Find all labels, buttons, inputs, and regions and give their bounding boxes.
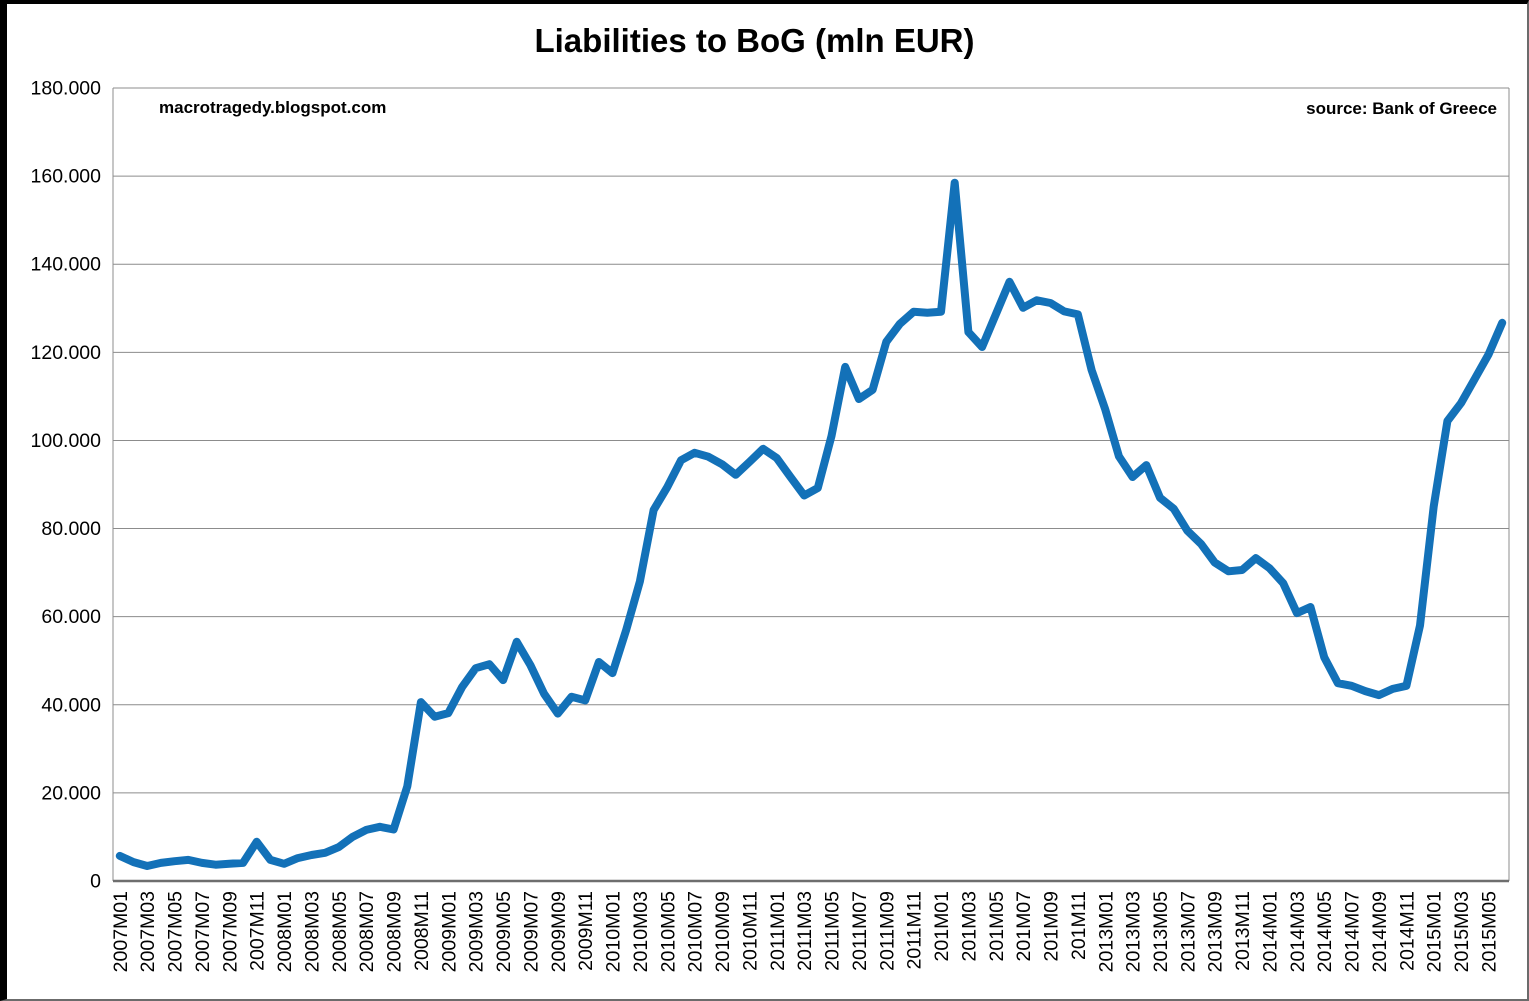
gridlines: [112, 87, 1510, 883]
x-tick-label: 2010M03: [630, 891, 652, 972]
x-tick-label: 2013M01: [1095, 891, 1117, 972]
source-note: source: Bank of Greece: [1306, 99, 1497, 118]
x-tick-label: 2007M05: [165, 891, 187, 972]
chart-title: Liabilities to BoG (mln EUR): [534, 22, 975, 59]
x-tick-label: 201M03: [958, 891, 980, 961]
x-tick-label: 2010M01: [603, 891, 625, 972]
x-tick-label: 2014M01: [1259, 891, 1281, 972]
x-tick-label: 2013M09: [1205, 891, 1227, 972]
x-tick-label: 201M05: [986, 891, 1008, 962]
data-line-liabilities: [115, 178, 1507, 870]
x-tick-label: 2007M11: [247, 891, 269, 971]
x-tick-label: 2011M07: [849, 891, 871, 971]
y-tick-label: 180.000: [31, 78, 102, 100]
x-tick-label: 2009M01: [438, 891, 460, 972]
x-tick-label: 2009M03: [466, 891, 488, 972]
x-tick-label: 201M09: [1041, 891, 1063, 961]
y-tick-label: 0: [90, 871, 101, 893]
y-tick-label: 60.000: [41, 606, 101, 628]
x-tick-label: 2013M05: [1150, 891, 1172, 972]
x-tick-label: 2008M01: [274, 891, 296, 972]
y-tick-label: 120.000: [31, 342, 102, 364]
x-tick-label: 2007M07: [192, 891, 214, 972]
y-tick-label: 100.000: [31, 430, 102, 452]
watermark-text: macrotragedy.blogspot.com: [159, 98, 387, 117]
x-tick-label: 2015M03: [1451, 891, 1473, 972]
x-tick-label: 2010M05: [657, 891, 679, 972]
x-tick-label: 2011M09: [876, 891, 898, 971]
x-tick-label: 2007M03: [137, 891, 159, 972]
x-tick-label: 2014M11: [1396, 891, 1418, 971]
x-tick-label: 2013M07: [1177, 891, 1199, 972]
x-tick-label: 2009M05: [493, 891, 515, 972]
x-tick-label: 2007M09: [219, 891, 241, 972]
y-tick-label: 160.000: [31, 166, 102, 188]
x-tick-label: 2008M07: [356, 891, 378, 972]
x-tick-label: 2013M03: [1123, 891, 1145, 972]
y-tick-label: 80.000: [41, 518, 101, 540]
x-tick-label: 2015M05: [1478, 891, 1500, 972]
y-tick-label: 140.000: [31, 254, 102, 276]
x-tick-label: 2008M11: [411, 891, 433, 971]
x-tick-label: 2010M09: [712, 891, 734, 972]
x-tick-label: 2014M09: [1369, 891, 1391, 972]
x-tick-label: 2011M11: [904, 891, 926, 969]
x-tick-label: 2007M01: [110, 891, 132, 972]
x-tick-label: 2009M09: [548, 891, 570, 972]
x-tick-label: 2013M11: [1232, 891, 1254, 971]
x-tick-label: 2009M11: [575, 891, 597, 971]
x-tick-label: 201M07: [1013, 891, 1035, 961]
y-axis-labels: 0 20.000 40.000 60.000 80.000 100.000 120.000 1…: [31, 78, 102, 893]
x-tick-label: 2011M05: [822, 891, 844, 971]
x-tick-label: 201M11: [1068, 891, 1090, 960]
x-tick-label: 2011M01: [767, 891, 789, 971]
x-tick-label: 201M01: [931, 891, 953, 961]
x-tick-label: 2014M05: [1314, 891, 1336, 972]
x-tick-label: 2009M07: [520, 891, 542, 972]
x-tick-label: 2011M03: [794, 891, 816, 971]
x-tick-label: 2015M01: [1424, 891, 1446, 972]
x-tick-label: 2014M07: [1342, 891, 1364, 972]
x-tick-label: 2008M09: [384, 891, 406, 972]
x-axis-labels: 2007M01 2007M03 2007M05 2007M07 2007M09 2007M…: [110, 891, 1501, 972]
y-tick-label: 40.000: [41, 694, 101, 716]
x-tick-label: 2014M03: [1287, 891, 1309, 972]
x-tick-label: 2008M03: [301, 891, 323, 972]
y-tick-label: 20.000: [41, 782, 101, 804]
x-tick-label: 2010M07: [685, 891, 707, 972]
x-tick-label: 2010M11: [739, 891, 761, 971]
x-tick-label: 2008M05: [329, 891, 351, 972]
